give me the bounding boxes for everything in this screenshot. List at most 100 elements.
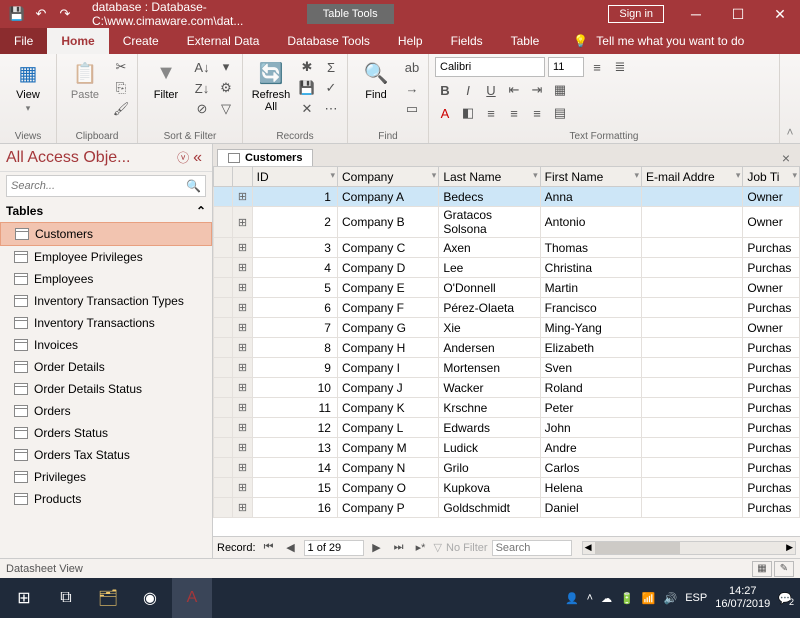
clock[interactable]: 14:27 16/07/2019 [715, 585, 770, 611]
toggle-filter-icon[interactable]: ▽ [216, 99, 236, 119]
gridlines-icon[interactable]: ▦ [550, 80, 570, 100]
expand-row-icon[interactable]: ⊞ [233, 438, 252, 458]
table-row[interactable]: ⊞3Company CAxenThomasPurchas [214, 238, 800, 258]
advanced-filter-icon[interactable]: ⚙ [216, 78, 236, 98]
select-icon[interactable]: ▭ [402, 99, 422, 119]
language-indicator[interactable]: ESP [685, 592, 707, 604]
undo-icon[interactable]: ↶ [32, 5, 50, 23]
expand-row-icon[interactable]: ⊞ [233, 298, 252, 318]
remove-sort-icon[interactable]: ⊘ [192, 99, 212, 119]
bullets-icon[interactable]: ≡ [587, 57, 607, 77]
row-selector[interactable] [214, 478, 233, 498]
task-view-button[interactable]: ⧉ [46, 578, 86, 618]
font-color-icon[interactable]: A [435, 103, 455, 123]
row-selector[interactable] [214, 438, 233, 458]
nav-section-tables[interactable]: Tables ⌃ [0, 200, 212, 222]
tab-table[interactable]: Table [497, 28, 554, 54]
font-size-select[interactable]: 11 [548, 57, 584, 77]
start-button[interactable]: ⊞ [4, 578, 44, 618]
tell-me-box[interactable]: 💡 Tell me what you want to do [553, 28, 800, 54]
row-selector[interactable] [214, 278, 233, 298]
row-selector[interactable] [214, 418, 233, 438]
battery-icon[interactable]: 🔋 [620, 592, 634, 605]
nav-item-products[interactable]: Products [0, 488, 212, 510]
table-row[interactable]: ⊞11Company KKrschnePeterPurchas [214, 398, 800, 418]
table-row[interactable]: ⊞4Company DLeeChristinaPurchas [214, 258, 800, 278]
table-row[interactable]: ⊞7Company GXieMing-YangOwner [214, 318, 800, 338]
spelling-icon[interactable]: ✓ [321, 78, 341, 98]
sort-asc-icon[interactable]: A↓ [192, 57, 212, 77]
table-row[interactable]: ⊞6Company FPérez-OlaetaFranciscoPurchas [214, 298, 800, 318]
nav-search-box[interactable]: 🔍 [6, 175, 206, 197]
row-selector[interactable] [214, 187, 233, 207]
table-row[interactable]: ⊞12Company LEdwardsJohnPurchas [214, 418, 800, 438]
tab-fields[interactable]: Fields [437, 28, 497, 54]
tab-help[interactable]: Help [384, 28, 437, 54]
nav-item-orders-status[interactable]: Orders Status [0, 422, 212, 444]
row-selector[interactable] [214, 398, 233, 418]
new-record-nav-button[interactable]: ▸* [412, 541, 430, 554]
nav-item-order-details[interactable]: Order Details [0, 356, 212, 378]
table-row[interactable]: ⊞2Company BGratacos SolsonaAntonioOwner [214, 207, 800, 238]
nav-item-order-details-status[interactable]: Order Details Status [0, 378, 212, 400]
datasheet-view-button[interactable]: ▦ [752, 561, 772, 577]
table-row[interactable]: ⊞16Company PGoldschmidtDanielPurchas [214, 498, 800, 518]
row-selector[interactable] [214, 298, 233, 318]
row-selector[interactable] [214, 207, 233, 238]
new-record-icon[interactable]: ✱ [297, 57, 317, 77]
paste-button[interactable]: 📋 Paste [63, 57, 107, 103]
italic-icon[interactable]: I [458, 80, 478, 100]
save-record-icon[interactable]: 💾 [297, 78, 317, 98]
nav-item-orders[interactable]: Orders [0, 400, 212, 422]
tray-chevron-icon[interactable]: ˄ [587, 592, 593, 604]
datasheet-grid[interactable]: ID▾Company▾Last Name▾First Name▾E-mail A… [213, 166, 800, 536]
nav-collapse-icon[interactable]: « [189, 149, 206, 167]
file-explorer-button[interactable]: 🗂 [88, 578, 128, 618]
table-row[interactable]: ⊞10Company JWackerRolandPurchas [214, 378, 800, 398]
collapse-ribbon-icon[interactable]: ˄ [780, 54, 800, 143]
expand-row-icon[interactable]: ⊞ [233, 187, 252, 207]
expand-row-icon[interactable]: ⊞ [233, 338, 252, 358]
expand-row-icon[interactable]: ⊞ [233, 418, 252, 438]
save-icon[interactable]: 💾 [8, 5, 26, 23]
first-record-button[interactable]: ⏮ [260, 541, 278, 554]
format-painter-icon[interactable]: 🖌 [111, 99, 131, 119]
maximize-button[interactable]: ☐ [718, 0, 758, 28]
numbering-icon[interactable]: ≣ [610, 57, 630, 77]
row-selector[interactable] [214, 378, 233, 398]
expand-row-icon[interactable]: ⊞ [233, 458, 252, 478]
expand-row-icon[interactable]: ⊞ [233, 378, 252, 398]
row-selector[interactable] [214, 498, 233, 518]
nav-item-inventory-transaction-types[interactable]: Inventory Transaction Types [0, 290, 212, 312]
table-row[interactable]: ⊞15Company OKupkovaHelenaPurchas [214, 478, 800, 498]
table-row[interactable]: ⊞9Company IMortensenSvenPurchas [214, 358, 800, 378]
nav-item-privileges[interactable]: Privileges [0, 466, 212, 488]
last-record-button[interactable]: ⏭ [390, 541, 408, 554]
row-selector[interactable] [214, 358, 233, 378]
row-selector[interactable] [214, 258, 233, 278]
expand-row-icon[interactable]: ⊞ [233, 278, 252, 298]
onedrive-icon[interactable]: ☁ [601, 592, 612, 605]
row-selector[interactable] [214, 238, 233, 258]
record-position-input[interactable] [304, 540, 364, 556]
next-record-button[interactable]: ▶ [368, 541, 386, 554]
tab-home[interactable]: Home [47, 28, 108, 54]
find-button[interactable]: 🔍 Find [354, 57, 398, 103]
notifications-button[interactable]: 💬2 [778, 592, 792, 605]
chrome-button[interactable]: ◉ [130, 578, 170, 618]
align-right-icon[interactable]: ≡ [527, 103, 547, 123]
design-view-button[interactable]: ✎ [774, 561, 794, 577]
copy-icon[interactable]: ⎘ [111, 78, 131, 98]
nav-item-employees[interactable]: Employees [0, 268, 212, 290]
tab-external-data[interactable]: External Data [173, 28, 274, 54]
redo-icon[interactable]: ↷ [56, 5, 74, 23]
doc-tab-customers[interactable]: Customers [217, 149, 313, 166]
delete-record-icon[interactable]: ✕ [297, 99, 317, 119]
people-icon[interactable]: 👤 [565, 592, 579, 605]
row-selector[interactable] [214, 458, 233, 478]
nav-search-input[interactable] [11, 180, 186, 192]
tab-database-tools[interactable]: Database Tools [273, 28, 384, 54]
row-selector[interactable] [214, 318, 233, 338]
sort-desc-icon[interactable]: Z↓ [192, 78, 212, 98]
align-left-icon[interactable]: ≡ [481, 103, 501, 123]
